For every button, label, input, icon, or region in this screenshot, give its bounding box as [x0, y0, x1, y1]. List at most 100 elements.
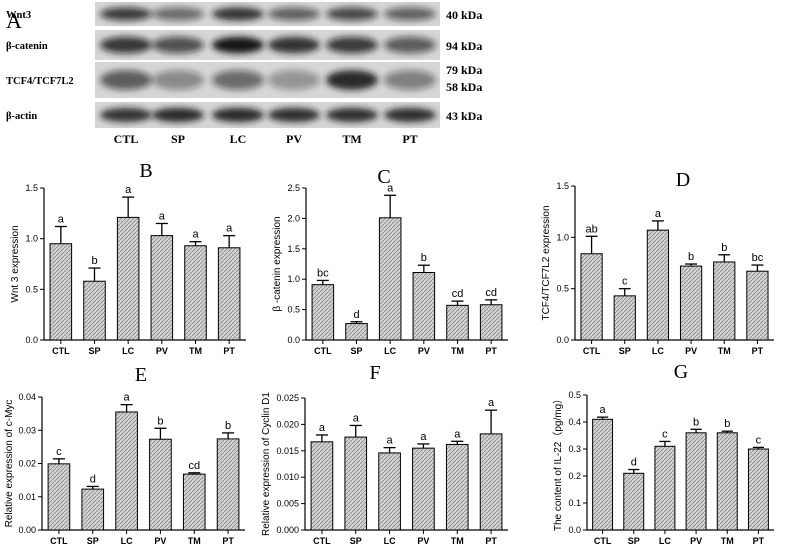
x-tick-label: CTL — [314, 346, 332, 356]
significance-letter: a — [319, 422, 326, 434]
western-blot-panel: A Wnt3 40 kDa β-catenin 94 kDa TCF4/TCF7L2 79… — [6, 2, 482, 146]
y-tick-label: 0.5 — [25, 284, 38, 294]
significance-letter: a — [600, 404, 607, 416]
x-tick-label: PT — [485, 346, 497, 356]
bar — [747, 448, 769, 531]
bar — [115, 411, 138, 531]
x-tick-label: TM — [451, 536, 464, 546]
significance-letter: d — [90, 473, 96, 485]
significance-letter: a — [655, 208, 662, 220]
y-tick-label: 1.0 — [25, 234, 38, 244]
y-tick-label: 0.02 — [18, 459, 36, 469]
bar — [445, 443, 469, 531]
bar — [116, 216, 140, 341]
y-tick-label: 1.0 — [287, 274, 300, 284]
significance-letter: a — [387, 435, 394, 447]
bar — [49, 243, 73, 341]
significance-letter: d — [353, 309, 359, 321]
significance-letter: a — [58, 214, 65, 226]
y-tick-label: 0.0 — [287, 335, 300, 345]
significance-letter: cd — [452, 288, 464, 300]
y-tick-label: 0.1 — [568, 498, 581, 508]
blot-band — [212, 107, 264, 123]
significance-letter: a — [226, 223, 233, 235]
significance-letter: b — [724, 418, 730, 430]
bar — [412, 272, 436, 341]
lane-label: TM — [342, 132, 361, 146]
x-tick-label: CTL — [583, 346, 601, 356]
blot-kda-label: 58 kDa — [446, 80, 482, 94]
bar — [412, 447, 435, 531]
significance-letter: ab — [585, 223, 597, 235]
y-tick-label: 0.3 — [568, 444, 581, 454]
significance-letter: cd — [188, 460, 200, 472]
y-tick-label: 0.000 — [276, 525, 299, 535]
y-tick-label: 1.5 — [556, 181, 569, 191]
significance-letter: b — [693, 416, 699, 428]
x-tick-label: LC — [652, 346, 664, 356]
panel-letter: E — [135, 364, 147, 386]
bar-charts: B 0.0 0.5 1.0 1.5 Wnt 3 expression a CTL b SP a LC a… — [4, 160, 774, 546]
lane-label: LC — [230, 132, 247, 146]
bar — [646, 229, 670, 341]
x-tick-label: LC — [122, 346, 134, 356]
bar — [654, 445, 676, 531]
blot-band — [384, 7, 436, 21]
bar — [592, 418, 614, 531]
x-tick-label: LC — [659, 536, 671, 546]
chart-b: B 0.0 0.5 1.0 1.5 Wnt 3 expression a CTL b SP a LC a… — [10, 160, 246, 356]
blot-label: β-catenin — [6, 41, 48, 52]
x-tick-label: LC — [384, 346, 396, 356]
blot-band — [326, 36, 378, 54]
x-tick-label: PT — [223, 346, 235, 356]
y-tick-label: 0.025 — [276, 393, 299, 403]
y-tick-label: 0.03 — [18, 425, 36, 435]
bar — [479, 304, 503, 341]
bar — [378, 217, 402, 341]
bar — [47, 463, 71, 531]
x-tick-label: TM — [721, 536, 734, 546]
y-axis-label: Relative expression of c-Myc — [4, 400, 15, 528]
bar — [216, 438, 240, 531]
bar — [182, 473, 206, 531]
x-tick-label: PT — [753, 536, 765, 546]
x-tick-label: TM — [189, 346, 202, 356]
significance-letter: a — [159, 210, 166, 222]
x-tick-label: PT — [485, 536, 497, 546]
y-axis-label: Wnt 3 expression — [10, 225, 21, 302]
x-tick-label: SP — [87, 536, 99, 546]
blot-label: Wnt3 — [6, 10, 31, 21]
blot-band — [326, 107, 378, 123]
y-tick-label: 0.5 — [287, 305, 300, 315]
significance-letter: a — [387, 182, 394, 194]
panel-letter: D — [676, 169, 690, 191]
panel-letter: C — [377, 166, 390, 188]
y-tick-label: 0.5 — [556, 284, 569, 294]
x-tick-label: SP — [628, 536, 640, 546]
bar — [580, 253, 603, 341]
blot-band — [152, 70, 204, 90]
x-tick-label: CTL — [50, 536, 68, 546]
y-tick-label: 0.0 — [556, 335, 569, 345]
lane-label: CTL — [114, 132, 139, 146]
significance-letter: b — [91, 255, 97, 267]
y-tick-label: 0.5 — [568, 390, 581, 400]
y-tick-label: 1.5 — [25, 183, 38, 193]
significance-letter: b — [157, 415, 163, 427]
x-tick-label: TM — [451, 346, 464, 356]
x-tick-label: SP — [350, 346, 362, 356]
x-tick-label: PT — [752, 346, 764, 356]
significance-letter: c — [622, 276, 628, 288]
significance-letter: a — [353, 412, 360, 424]
blot-band — [100, 70, 152, 90]
lane-label: PT — [402, 132, 417, 146]
lane-label: PV — [286, 132, 302, 146]
bar — [311, 284, 335, 341]
y-tick-label: 0.010 — [276, 472, 299, 482]
chart-c: C 0.0 0.5 1.0 1.5 2.0 2.5 β -catenin expression… — [272, 166, 508, 356]
x-tick-label: CTL — [313, 536, 331, 546]
blot-kda-label: 40 kDa — [446, 8, 482, 22]
x-tick-label: CTL — [594, 536, 612, 546]
bar — [378, 452, 401, 531]
